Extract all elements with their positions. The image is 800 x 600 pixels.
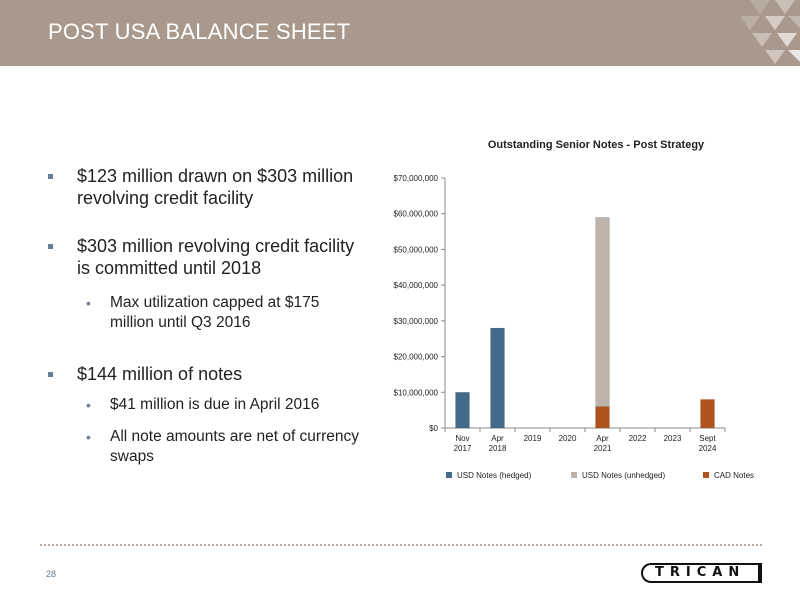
sub-bullet-net-of-swaps: • All note amounts are net of currency s… <box>46 427 361 467</box>
bullet-text: $144 million of notes <box>77 364 243 384</box>
x-tick-label: 2021 <box>594 444 612 453</box>
x-tick-label: Sept <box>699 434 716 443</box>
y-tick-label: $60,000,000 <box>394 210 439 219</box>
round-bullet-icon: • <box>86 397 91 413</box>
legend-item-usd-hedged: USD Notes (hedged) <box>446 471 531 481</box>
square-bullet-icon <box>48 372 53 377</box>
legend-swatch <box>703 472 709 478</box>
x-tick-label: 2019 <box>524 434 542 443</box>
round-bullet-icon: • <box>86 295 91 311</box>
legend-item-cad: CAD Notes <box>703 471 754 481</box>
y-tick-label: $10,000,000 <box>394 388 439 397</box>
chart-legend: USD Notes (hedged) USD Notes (unhedged) … <box>0 471 800 485</box>
legend-item-usd-unhedged: USD Notes (unhedged) <box>571 471 665 481</box>
senior-notes-bar-chart: $0 $10,000,000 $20,000,000 $30,000,000 $40,0… <box>394 174 726 453</box>
page-number: 28 <box>46 569 57 579</box>
bullet-revolver-committed: $303 million revolving credit facility i… <box>46 235 361 279</box>
x-tick-label: 2020 <box>559 434 577 443</box>
bar-cad-notes <box>595 406 610 429</box>
square-bullet-icon <box>48 244 53 249</box>
bar-usd-notes-hedged <box>455 392 470 429</box>
slide-header: POST USA BALANCE SHEET <box>0 0 800 66</box>
y-tick-label: $50,000,000 <box>394 245 439 254</box>
sub-bullet-utilization: • Max utilization capped at $175 million… <box>46 293 361 333</box>
bar-cad-notes <box>700 399 715 429</box>
legend-label: CAD Notes <box>714 471 755 480</box>
bullet-notes: $144 million of notes <box>46 363 361 385</box>
sub-bullet-text: $41 million is due in April 2016 <box>110 396 320 413</box>
logo-frame <box>641 563 758 583</box>
x-tick-label: Nov <box>455 434 469 443</box>
y-tick-label: $70,000,000 <box>394 174 439 183</box>
x-tick-label: 2018 <box>489 444 507 453</box>
sub-bullet-due-2016: • $41 million is due in April 2016 <box>46 395 361 415</box>
y-tick-label: $0 <box>429 424 438 433</box>
bullet-list: $123 million drawn on $303 million revol… <box>46 165 361 467</box>
square-bullet-icon <box>48 174 53 179</box>
y-tick-label: $20,000,000 <box>394 353 439 362</box>
trican-logo: TRICAN <box>641 563 762 583</box>
x-tick-label: 2024 <box>699 444 717 453</box>
legend-label: USD Notes (unhedged) <box>582 471 666 480</box>
legend-label: USD Notes (hedged) <box>457 471 532 480</box>
logo-bar <box>758 563 762 583</box>
bar-usd-notes-hedged <box>490 327 505 429</box>
slide-title: POST USA BALANCE SHEET <box>48 19 351 44</box>
footer-divider <box>40 544 762 546</box>
bullet-revolver-drawn: $123 million drawn on $303 million revol… <box>46 165 361 209</box>
legend-swatch <box>446 472 452 478</box>
sub-bullet-text: Max utilization capped at $175 million u… <box>110 294 320 331</box>
triangle-pattern-decoration <box>740 0 800 64</box>
bullet-text: $303 million revolving credit facility i… <box>77 236 355 278</box>
x-tick-label: 2017 <box>454 444 472 453</box>
x-tick-label: Apr <box>596 434 609 443</box>
legend-swatch <box>571 472 577 478</box>
y-tick-label: $40,000,000 <box>394 281 439 290</box>
bar-usd-notes-unhedged <box>595 217 610 407</box>
round-bullet-icon: • <box>86 429 91 445</box>
sub-bullet-text: All note amounts are net of currency swa… <box>110 428 359 465</box>
chart-title: Outstanding Senior Notes - Post Strategy <box>487 139 705 151</box>
bullet-text: $123 million drawn on $303 million revol… <box>77 166 354 208</box>
y-tick-label: $30,000,000 <box>394 317 439 326</box>
x-tick-label: 2023 <box>664 434 682 443</box>
logo-wordmark: TRICAN <box>655 565 746 580</box>
x-tick-label: 2022 <box>629 434 647 443</box>
x-tick-label: Apr <box>491 434 504 443</box>
